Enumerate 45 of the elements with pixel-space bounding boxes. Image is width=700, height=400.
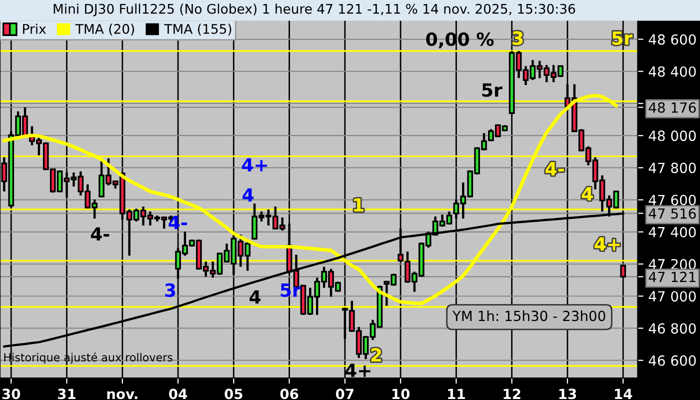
y-tick-label: 46 600 [648, 355, 696, 366]
y-tick-label: 48 600 [648, 34, 696, 45]
x-tick-label: 14 [615, 388, 632, 399]
annotation: 4- [546, 162, 564, 176]
x-tick-label: 31 [58, 388, 76, 400]
legend-label: TMA (155) [164, 24, 232, 36]
x-tick-label: 11 [448, 388, 465, 399]
x-tick-label: 06 [280, 388, 298, 400]
annotation: 5r [612, 32, 632, 45]
x-tick-label: 07 [336, 388, 354, 400]
x-tick-label: 12 [504, 388, 520, 399]
annotation: 2 [371, 348, 381, 362]
y-tick-label: 47 600 [648, 194, 696, 206]
annotation: 4 [582, 187, 593, 200]
y-tick-label: 47 121 [648, 272, 696, 282]
x-tick-label: 30 [2, 388, 20, 400]
annotation: 3 [512, 31, 523, 45]
x-tick-label: 05 [224, 388, 242, 400]
legend-label: Prix [23, 24, 46, 34]
annotation: 1 [354, 198, 364, 212]
x-tick-label: 13 [559, 388, 576, 400]
annotation: 5r [482, 83, 502, 97]
annotation: 4- [90, 227, 110, 240]
y-tick-label: 47 516 [648, 208, 696, 219]
annotation: 4+ [594, 237, 620, 251]
annotation: 4 [250, 290, 261, 304]
y-tick-label: 48 000 [648, 130, 696, 142]
annotation: 4+ [345, 364, 370, 377]
y-tick-label: 47 000 [648, 291, 696, 302]
legend-label: TMA (20) [75, 24, 134, 36]
x-tick-label: nov. [107, 391, 138, 400]
y-tick-label: 47 800 [648, 162, 696, 174]
y-tick-label: 48 176 [648, 102, 696, 113]
y-tick-label: 46 800 [648, 323, 696, 334]
chart-title: Mini DJ30 Full1225 (No Globex) 1 heure 47 121 -1,11 % 14 nov. 2025, 15:30:36 [54, 4, 576, 16]
annotation: 4 [242, 188, 254, 202]
x-tick-label: 04 [169, 388, 188, 400]
annotation: YM 1h: 15h30 - 23h00 [452, 310, 606, 322]
x-tick-label: 10 [392, 388, 410, 400]
annotation: Historique ajusté aux rollovers [4, 352, 172, 364]
y-tick-label: 48 400 [648, 66, 696, 77]
y-tick-label: 47 400 [648, 226, 696, 238]
annotation: 4+ [242, 158, 268, 172]
annotation: 3 [165, 283, 176, 297]
annotation: 0,00 % [426, 32, 494, 48]
